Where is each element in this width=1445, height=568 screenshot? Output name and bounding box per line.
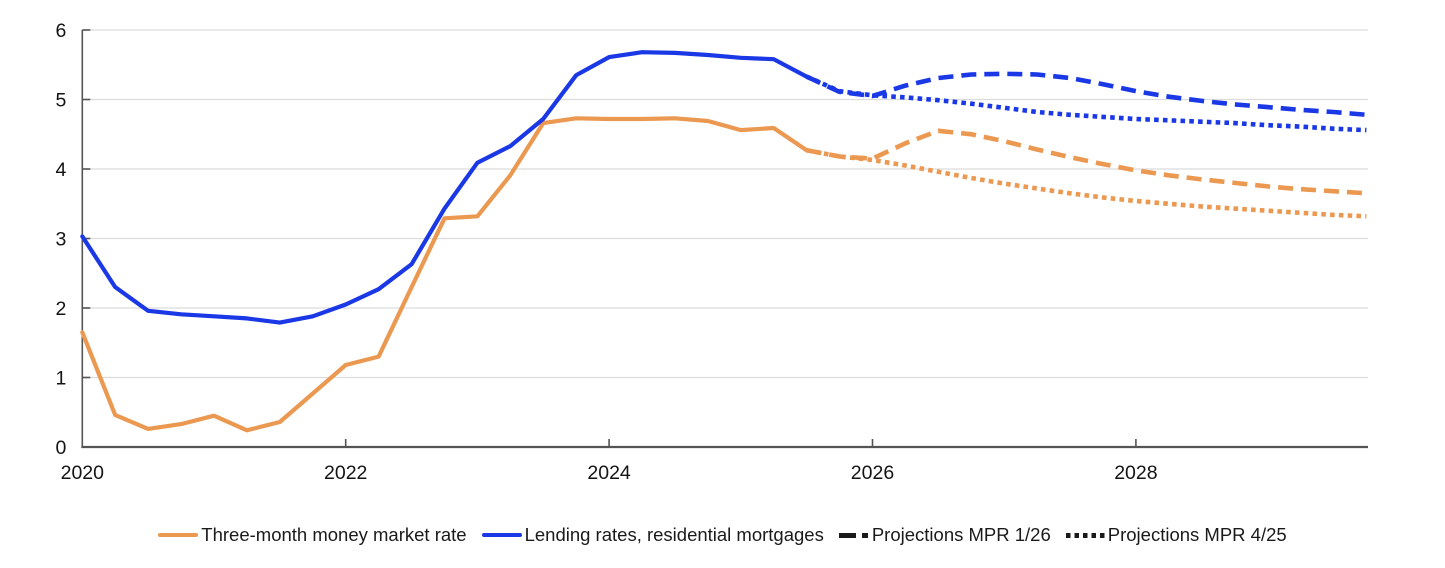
legend-label-projections-mpr-1-26: Projections MPR 1/26 (871, 524, 1051, 545)
legend-swatch-blue-solid-icon (481, 532, 522, 538)
svg-text:3: 3 (55, 229, 66, 251)
legend-label-projections-mpr-4-25: Projections MPR 4/25 (1107, 524, 1287, 545)
svg-text:2022: 2022 (324, 462, 367, 484)
svg-text:1: 1 (55, 368, 66, 390)
svg-text:2026: 2026 (851, 462, 894, 484)
rate-chart-svg: 0 1 2 3 4 5 6 2020 2022 2024 2026 2028 (55, 20, 1368, 484)
svg-text:5: 5 (55, 90, 66, 112)
legend-item-projections-mpr-4-25: Projections MPR 4/25 (1065, 524, 1287, 546)
legend-label-lending-rates: Lending rates, residential mortgages (524, 524, 824, 545)
legend-label-money-market-rate: Three-month money market rate (201, 524, 467, 545)
svg-text:2028: 2028 (1114, 462, 1157, 484)
legend-swatch-dashed-icon (838, 532, 869, 538)
legend-swatch-orange-solid-icon (158, 532, 199, 538)
legend-item-lending-rates: Lending rates, residential mortgages (481, 524, 824, 546)
legend-swatch-dotted-icon (1065, 532, 1105, 538)
svg-text:4: 4 (55, 159, 66, 181)
legend-item-money-market-rate: Three-month money market rate (158, 524, 467, 546)
legend-item-projections-mpr-1-26: Projections MPR 1/26 (838, 524, 1051, 546)
svg-text:2020: 2020 (61, 462, 105, 484)
svg-text:6: 6 (55, 20, 66, 42)
legend: Three-month money market rate Lending ra… (0, 524, 1445, 546)
svg-text:0: 0 (55, 437, 66, 459)
svg-text:2: 2 (55, 298, 66, 320)
svg-text:2024: 2024 (587, 462, 631, 484)
